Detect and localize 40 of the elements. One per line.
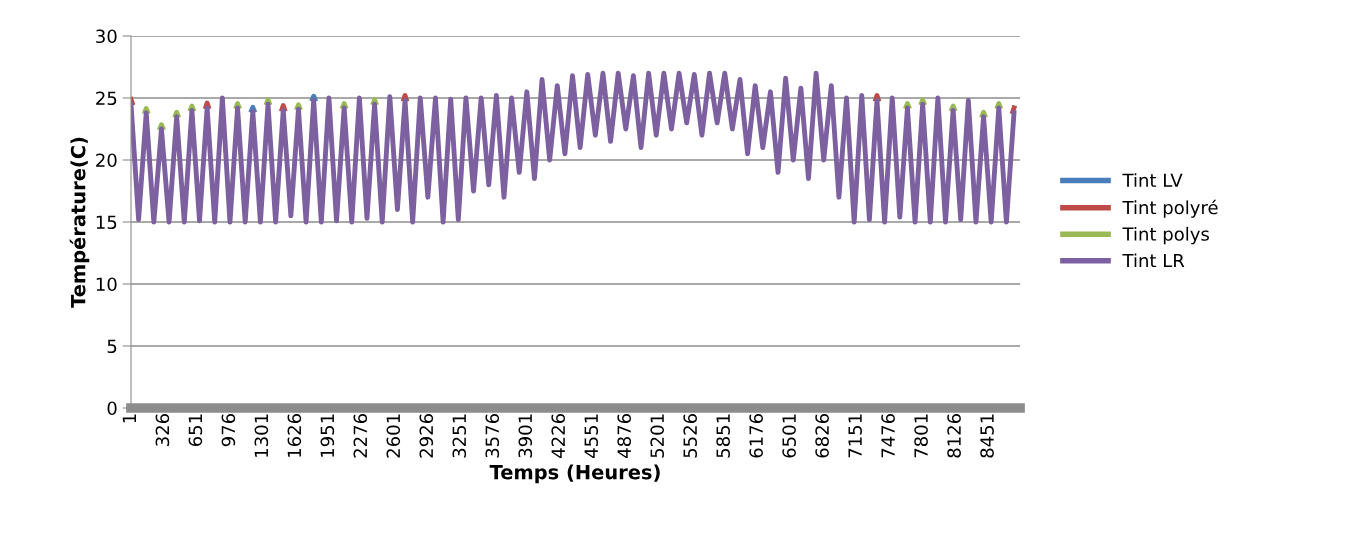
x-tick-label: 2276 — [353, 414, 368, 458]
x-tick-label: 3901 — [518, 414, 533, 458]
x-tick-label: 3576 — [485, 414, 500, 458]
y-tick-label: 20 — [96, 153, 117, 168]
x-tick-label: 5526 — [683, 414, 697, 458]
y-tick-label: 15 — [96, 215, 117, 230]
x-tick-label: 651 — [188, 414, 203, 447]
x-tick-label: 5201 — [650, 414, 665, 458]
x-tick-label: 4876 — [617, 414, 632, 458]
x-axis-title: Temps (Heures) — [489, 464, 660, 484]
x-tick-label: 7801 — [914, 414, 928, 458]
x-tick-label: 976 — [221, 414, 236, 447]
y-tick-label: 10 — [96, 277, 117, 292]
x-tick-label: 8126 — [947, 414, 961, 458]
y-tick-label: 0 — [107, 401, 117, 416]
legend-label: Tint LV — [1122, 173, 1183, 187]
x-tick-label: 2601 — [386, 414, 401, 458]
y-tick-label: 30 — [96, 29, 117, 44]
x-tick-label: 5851 — [716, 414, 730, 458]
x-tick-label: 7151 — [848, 414, 862, 458]
x-tick-label: 2926 — [419, 414, 434, 458]
x-tick-label: 1951 — [320, 414, 335, 457]
x-tick-label: 3251 — [452, 414, 467, 458]
y-tick-label: 25 — [96, 91, 117, 106]
x-tick-label: 4551 — [584, 414, 599, 458]
x-tick-label: 8451 — [980, 414, 994, 458]
x-tick-label: 1 — [122, 414, 136, 423]
x-tick-label: 6176 — [749, 414, 763, 458]
x-tick-label: 1301 — [254, 414, 269, 457]
x-tick-label: 6826 — [815, 414, 829, 458]
legend-label: Tint polyré — [1122, 199, 1218, 218]
legend-label: Tint polys — [1122, 226, 1209, 245]
x-tick-label: 1626 — [287, 414, 302, 457]
x-tick-label: 7476 — [881, 414, 895, 458]
x-tick-label: 326 — [155, 414, 170, 446]
x-tick-label: 6501 — [782, 414, 796, 458]
y-tick-label: 5 — [107, 339, 117, 354]
y-axis-title: Température(C) — [69, 137, 90, 308]
legend-label: Tint LR — [1122, 253, 1185, 268]
x-tick-label: 4226 — [551, 414, 566, 458]
